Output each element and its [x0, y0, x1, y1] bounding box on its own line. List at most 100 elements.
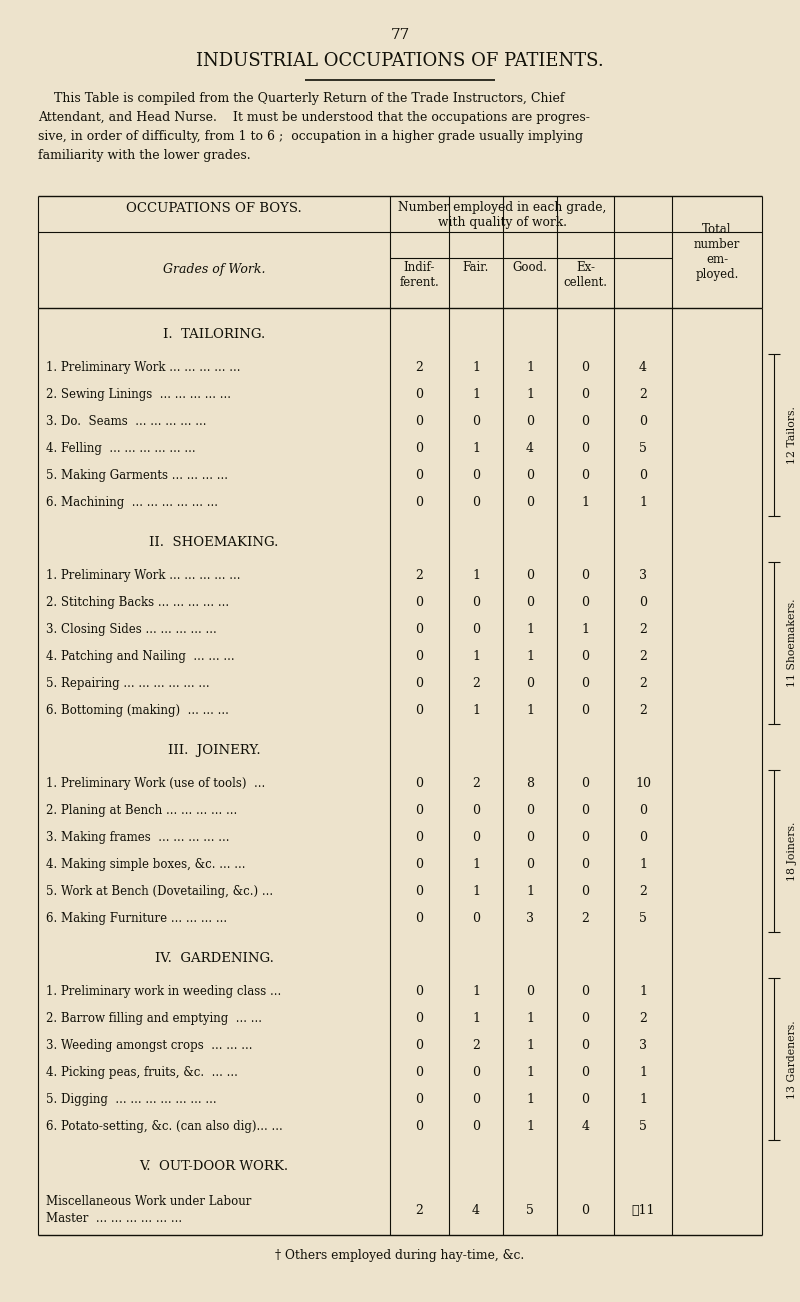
Text: 3. Closing Sides ... ... ... ... ...: 3. Closing Sides ... ... ... ... ...: [46, 624, 217, 637]
Text: 4. Picking peas, fruits, &c.  ... ...: 4. Picking peas, fruits, &c. ... ...: [46, 1066, 238, 1079]
Text: 1: 1: [472, 704, 480, 717]
Text: 0: 0: [415, 624, 423, 637]
Text: 0: 0: [472, 1094, 480, 1107]
Text: This Table is compiled from the Quarterly Return of the Trade Instructors, Chief: This Table is compiled from the Quarterl…: [38, 92, 565, 105]
Text: 0: 0: [582, 885, 590, 898]
Text: 0: 0: [472, 496, 480, 509]
Text: 1. Preliminary Work (use of tools)  ...: 1. Preliminary Work (use of tools) ...: [46, 777, 266, 790]
Text: 0: 0: [472, 415, 480, 428]
Text: 2: 2: [415, 361, 423, 374]
Text: 0: 0: [472, 913, 480, 926]
Text: 0: 0: [582, 704, 590, 717]
Text: 2: 2: [415, 1204, 423, 1217]
Text: 0: 0: [415, 650, 423, 663]
Text: 3. Weeding amongst crops  ... ... ...: 3. Weeding amongst crops ... ... ...: [46, 1039, 253, 1052]
Text: 0: 0: [472, 469, 480, 482]
Text: Indif-
ferent.: Indif- ferent.: [400, 260, 439, 289]
Text: III.  JOINERY.: III. JOINERY.: [168, 745, 260, 758]
Text: 0: 0: [415, 496, 423, 509]
Text: 0: 0: [639, 469, 647, 482]
Text: familiarity with the lower grades.: familiarity with the lower grades.: [38, 148, 250, 161]
Text: 3: 3: [526, 913, 534, 926]
Text: 4: 4: [639, 361, 647, 374]
Text: 1: 1: [472, 569, 480, 582]
Text: 0: 0: [639, 415, 647, 428]
Text: 0: 0: [582, 388, 590, 401]
Text: Total
number
em-
ployed.: Total number em- ployed.: [694, 223, 740, 281]
Text: 0: 0: [526, 415, 534, 428]
Text: 1: 1: [582, 624, 590, 637]
Text: INDUSTRIAL OCCUPATIONS OF PATIENTS.: INDUSTRIAL OCCUPATIONS OF PATIENTS.: [196, 52, 604, 70]
Text: 0: 0: [526, 596, 534, 609]
Text: II.  SHOEMAKING.: II. SHOEMAKING.: [150, 536, 278, 549]
Text: 1: 1: [526, 388, 534, 401]
Text: 2: 2: [639, 704, 647, 717]
Text: 1. Preliminary work in weeding class ...: 1. Preliminary work in weeding class ...: [46, 986, 282, 999]
Text: 1: 1: [526, 885, 534, 898]
Text: 1: 1: [639, 858, 647, 871]
Text: 1: 1: [472, 885, 480, 898]
Text: Attendant, and Head Nurse.    It must be understood that the occupations are pro: Attendant, and Head Nurse. It must be un…: [38, 111, 590, 124]
Text: V.  OUT-DOOR WORK.: V. OUT-DOOR WORK.: [139, 1160, 289, 1173]
Text: 1: 1: [472, 858, 480, 871]
Text: 0: 0: [472, 624, 480, 637]
Text: 18 Joiners.: 18 Joiners.: [787, 822, 797, 881]
Text: 0: 0: [472, 1066, 480, 1079]
Text: 2: 2: [639, 677, 647, 690]
Text: 0: 0: [415, 777, 423, 790]
Text: 1: 1: [472, 650, 480, 663]
Text: 3: 3: [639, 569, 647, 582]
Text: 0: 0: [415, 913, 423, 926]
Text: 0: 0: [415, 596, 423, 609]
Text: 1: 1: [526, 1012, 534, 1025]
Text: 2. Barrow filling and emptying  ... ...: 2. Barrow filling and emptying ... ...: [46, 1012, 262, 1025]
Text: 1: 1: [472, 361, 480, 374]
Text: 1: 1: [639, 986, 647, 999]
Text: Number employed in each grade,
with quality of work.: Number employed in each grade, with qual…: [398, 201, 606, 229]
Text: 3: 3: [639, 1039, 647, 1052]
Text: 1: 1: [526, 361, 534, 374]
Text: 1: 1: [639, 1094, 647, 1107]
Text: 0: 0: [415, 469, 423, 482]
Text: 12 Tailors.: 12 Tailors.: [787, 406, 797, 464]
Text: 0: 0: [415, 1120, 423, 1133]
Text: 2: 2: [415, 569, 423, 582]
Text: 0: 0: [582, 858, 590, 871]
Text: 6. Bottoming (making)  ... ... ...: 6. Bottoming (making) ... ... ...: [46, 704, 229, 717]
Text: 0: 0: [415, 1039, 423, 1052]
Text: 0: 0: [415, 1012, 423, 1025]
Text: 11 Shoemakers.: 11 Shoemakers.: [787, 599, 797, 687]
Text: ✑11: ✑11: [631, 1204, 654, 1217]
Text: 0: 0: [582, 650, 590, 663]
Text: Miscellaneous Work under Labour: Miscellaneous Work under Labour: [46, 1195, 251, 1208]
Text: 4: 4: [582, 1120, 590, 1133]
Text: 2: 2: [472, 777, 480, 790]
Text: 0: 0: [526, 496, 534, 509]
Text: 0: 0: [582, 1094, 590, 1107]
Text: 0: 0: [415, 831, 423, 844]
Text: 1: 1: [526, 704, 534, 717]
Text: 1. Preliminary Work ... ... ... ... ...: 1. Preliminary Work ... ... ... ... ...: [46, 569, 241, 582]
Text: 3. Making frames  ... ... ... ... ...: 3. Making frames ... ... ... ... ...: [46, 831, 230, 844]
Text: Ex-
cellent.: Ex- cellent.: [563, 260, 607, 289]
Text: 3. Do.  Seams  ... ... ... ... ...: 3. Do. Seams ... ... ... ... ...: [46, 415, 206, 428]
Text: 5: 5: [639, 913, 647, 926]
Text: 0: 0: [526, 986, 534, 999]
Text: 1: 1: [526, 1094, 534, 1107]
Text: 0: 0: [582, 805, 590, 818]
Text: 0: 0: [415, 704, 423, 717]
Text: 0: 0: [472, 805, 480, 818]
Text: Good.: Good.: [513, 260, 547, 273]
Text: 1: 1: [526, 624, 534, 637]
Text: 0: 0: [582, 831, 590, 844]
Text: 0: 0: [582, 569, 590, 582]
Text: 1: 1: [526, 1120, 534, 1133]
Text: 2: 2: [639, 388, 647, 401]
Text: 0: 0: [472, 596, 480, 609]
Text: 0: 0: [582, 677, 590, 690]
Text: 0: 0: [582, 469, 590, 482]
Text: 0: 0: [526, 569, 534, 582]
Text: 2: 2: [639, 624, 647, 637]
Text: 5. Digging  ... ... ... ... ... ... ...: 5. Digging ... ... ... ... ... ... ...: [46, 1094, 217, 1107]
Text: 5. Making Garments ... ... ... ...: 5. Making Garments ... ... ... ...: [46, 469, 228, 482]
